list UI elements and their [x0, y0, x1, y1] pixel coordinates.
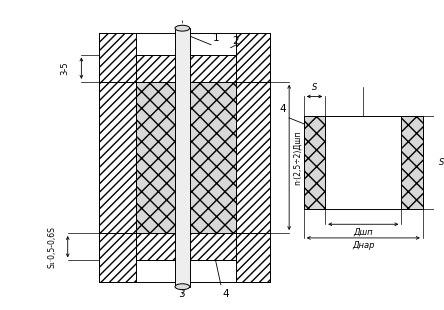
Bar [304, 116, 325, 209]
Bar [99, 233, 136, 282]
Bar [235, 82, 270, 233]
Text: Дшп: Дшп [353, 227, 373, 236]
Bar [190, 82, 235, 233]
Ellipse shape [175, 25, 190, 31]
Bar [136, 233, 175, 260]
Text: n·(2,5÷2)Дшп: n·(2,5÷2)Дшп [293, 130, 302, 185]
Text: S: S [440, 158, 444, 167]
Bar [401, 116, 423, 209]
Text: 4: 4 [279, 104, 285, 114]
Bar [190, 233, 235, 260]
Bar [99, 33, 136, 82]
Text: 2: 2 [233, 36, 239, 46]
Bar [304, 116, 423, 209]
Bar [136, 55, 175, 82]
Bar [235, 233, 270, 282]
Text: Днар: Днар [352, 241, 375, 250]
Text: Дшп: Дшп [146, 141, 165, 150]
Bar [99, 82, 136, 233]
Bar [235, 33, 270, 82]
Text: S₁·0,5-0,6S: S₁·0,5-0,6S [47, 226, 56, 268]
Text: 3-5: 3-5 [61, 61, 70, 75]
Text: 4: 4 [223, 289, 230, 299]
Bar [136, 82, 175, 233]
Bar [190, 55, 235, 82]
Ellipse shape [175, 284, 190, 290]
Text: S: S [312, 82, 317, 91]
Text: 1: 1 [213, 33, 220, 43]
Text: 3: 3 [178, 289, 185, 299]
Bar [175, 28, 190, 287]
